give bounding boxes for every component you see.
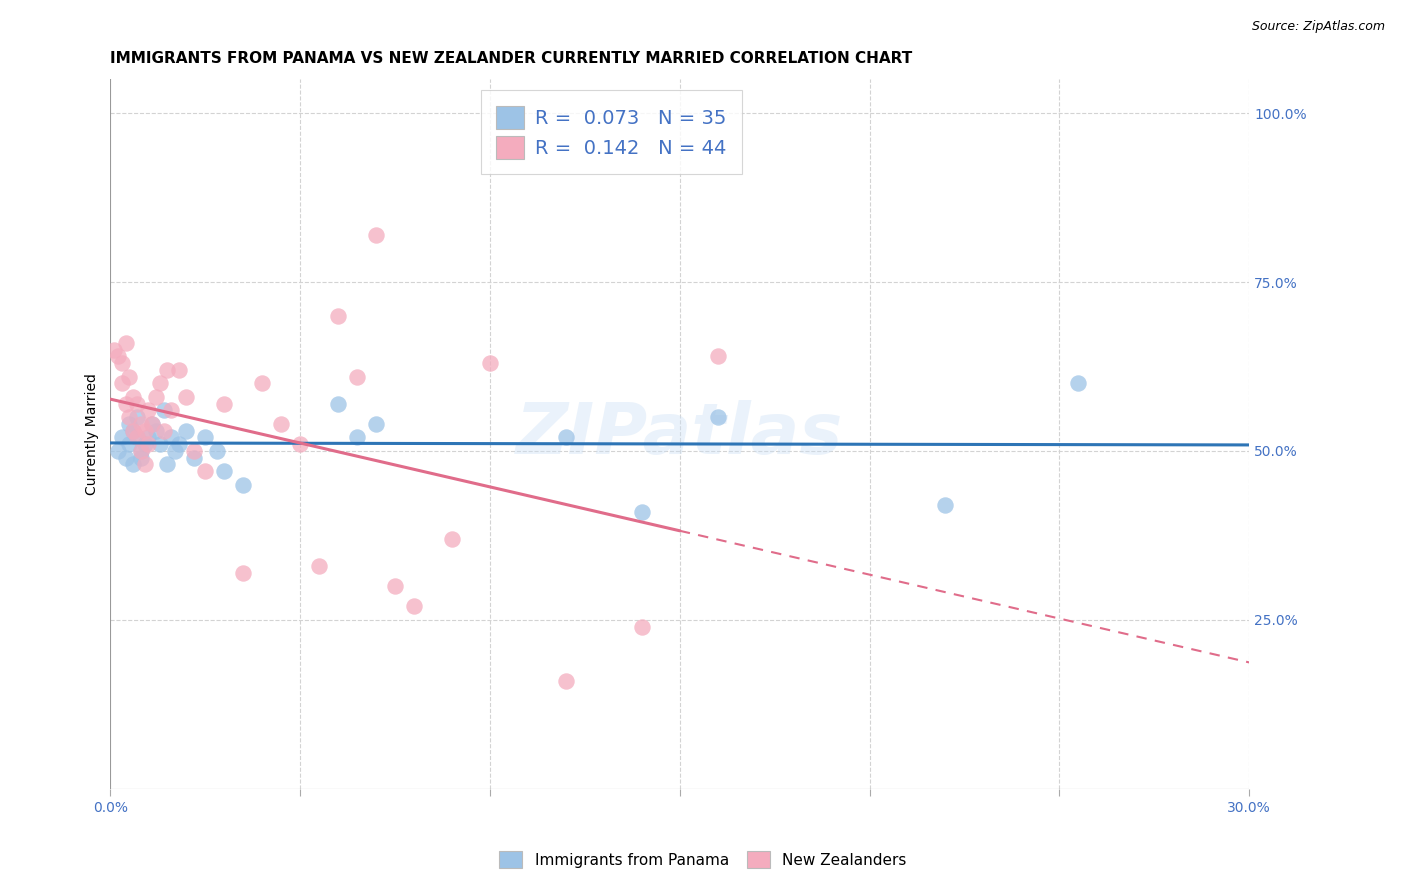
Point <box>141 417 163 431</box>
Point <box>122 424 145 438</box>
Point <box>328 309 350 323</box>
Point <box>214 397 236 411</box>
Point <box>152 403 174 417</box>
Legend: Immigrants from Panama, New Zealanders: Immigrants from Panama, New Zealanders <box>492 844 914 875</box>
Point <box>125 410 148 425</box>
Point <box>129 450 152 465</box>
Point <box>141 417 163 431</box>
Point <box>156 363 179 377</box>
Point <box>630 505 652 519</box>
Point <box>270 417 292 431</box>
Text: ZIPatlas: ZIPatlas <box>516 400 844 468</box>
Point <box>630 619 652 633</box>
Point <box>107 444 129 458</box>
Point <box>183 450 205 465</box>
Point <box>205 444 228 458</box>
Point <box>138 437 160 451</box>
Point <box>328 397 350 411</box>
Point <box>129 444 152 458</box>
Point <box>129 444 152 458</box>
Point <box>176 424 198 438</box>
Point <box>554 430 576 444</box>
Text: IMMIGRANTS FROM PANAMA VS NEW ZEALANDER CURRENTLY MARRIED CORRELATION CHART: IMMIGRANTS FROM PANAMA VS NEW ZEALANDER … <box>111 51 912 66</box>
Point <box>346 430 368 444</box>
Point <box>934 498 956 512</box>
Point <box>152 424 174 438</box>
Point <box>138 430 160 444</box>
Point <box>308 558 330 573</box>
Point <box>125 430 148 444</box>
Point <box>118 410 141 425</box>
Point <box>232 477 254 491</box>
Point <box>129 417 152 431</box>
Point <box>107 349 129 363</box>
Point <box>145 390 167 404</box>
Point <box>122 424 145 438</box>
Point <box>252 376 274 391</box>
Point <box>554 673 576 688</box>
Point <box>111 356 134 370</box>
Point <box>706 349 728 363</box>
Point <box>122 458 145 472</box>
Point <box>134 424 156 438</box>
Point <box>167 437 190 451</box>
Point <box>125 397 148 411</box>
Point <box>176 390 198 404</box>
Point <box>145 424 167 438</box>
Point <box>125 430 148 444</box>
Point <box>111 430 134 444</box>
Point <box>384 579 406 593</box>
Point <box>160 430 183 444</box>
Point <box>194 464 217 478</box>
Point <box>118 369 141 384</box>
Point <box>479 356 502 370</box>
Point <box>290 437 312 451</box>
Point <box>366 417 388 431</box>
Point <box>163 444 186 458</box>
Point <box>138 403 160 417</box>
Point <box>149 376 172 391</box>
Point <box>366 227 388 242</box>
Y-axis label: Currently Married: Currently Married <box>86 373 100 495</box>
Point <box>160 403 183 417</box>
Point <box>232 566 254 580</box>
Point <box>114 335 136 350</box>
Point <box>134 437 156 451</box>
Point <box>114 397 136 411</box>
Point <box>706 410 728 425</box>
Point <box>149 437 172 451</box>
Point <box>118 417 141 431</box>
Point <box>114 450 136 465</box>
Point <box>404 599 426 614</box>
Point <box>441 532 464 546</box>
Point <box>111 376 134 391</box>
Point <box>156 458 179 472</box>
Point <box>214 464 236 478</box>
Point <box>167 363 190 377</box>
Point <box>1067 376 1090 391</box>
Point <box>118 437 141 451</box>
Point <box>122 390 145 404</box>
Point <box>346 369 368 384</box>
Text: Source: ZipAtlas.com: Source: ZipAtlas.com <box>1251 20 1385 33</box>
Point <box>194 430 217 444</box>
Point <box>183 444 205 458</box>
Point <box>103 343 125 357</box>
Legend: R =  0.073   N = 35, R =  0.142   N = 44: R = 0.073 N = 35, R = 0.142 N = 44 <box>481 90 742 174</box>
Point <box>134 458 156 472</box>
